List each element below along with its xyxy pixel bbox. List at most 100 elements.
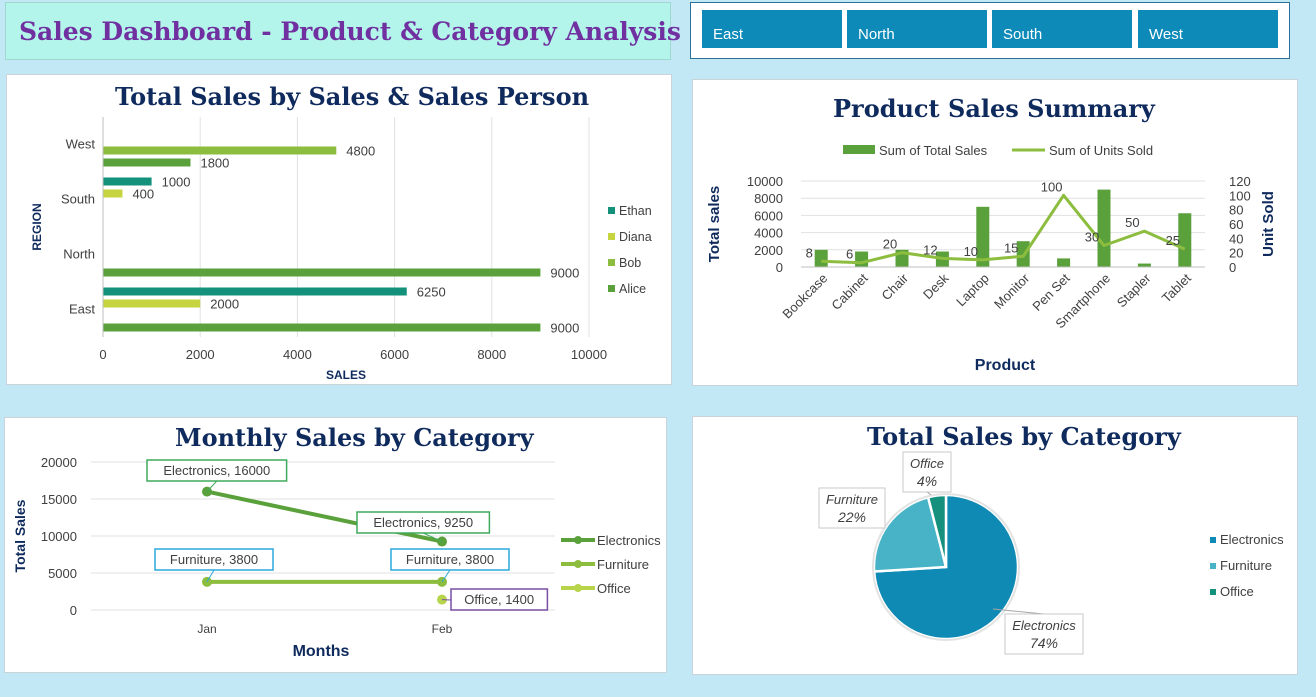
product-chart-panel: Product Sales Summary 0 2000 4000 6000 8000 1… (692, 79, 1298, 386)
product-sales-bar (814, 249, 828, 267)
data-label: Office, 1400 (464, 592, 534, 607)
y-tick-label: 10000 (747, 174, 783, 189)
data-label: 6 (846, 247, 853, 262)
x-tick-label: 6000 (380, 347, 409, 362)
y-tick-label: 5000 (48, 566, 77, 581)
data-label: Electronics, 9250 (373, 515, 473, 530)
product-combo-chart: 0200040006000800010000020406080100120Tot… (706, 143, 1277, 374)
legend-label: Office (597, 581, 631, 596)
label-leader (992, 608, 1045, 615)
bar-diana (103, 189, 123, 198)
data-label: 100 (1041, 179, 1063, 194)
dashboard-title: Sales Dashboard - Product & Category Ana… (19, 17, 681, 46)
sales-person-bar-chart: 0 2000 4000 6000 8000 10000 SALES REGION East 625… (30, 117, 652, 382)
x-tick-label: 8000 (477, 347, 506, 362)
slicer-item-south[interactable]: South (992, 10, 1132, 48)
legend-swatch (608, 285, 615, 292)
data-label: 1000 (162, 175, 191, 190)
data-label-name: Electronics (1012, 618, 1076, 633)
pie-slice-furniture (872, 495, 948, 573)
data-label-name: Office (910, 456, 944, 471)
legend-swatch (1210, 537, 1216, 543)
category-chart-panel: Total Sales by Category Electronics 74% Fu… (692, 416, 1298, 675)
product-sales-bar (1137, 263, 1151, 267)
x-axis-title: Months (293, 643, 350, 660)
slicer-item-west[interactable]: West (1138, 10, 1278, 48)
legend-swatch (608, 207, 615, 214)
y-axis-title: Total sales (706, 186, 723, 262)
y2-axis-title: Unit Sold (1260, 191, 1277, 257)
bar-ethan (103, 177, 152, 186)
label-leader (206, 569, 215, 583)
legend-label: Bob (619, 256, 641, 270)
label-leader (422, 532, 443, 543)
x-tick-label: 10000 (571, 347, 607, 362)
y2-tick-label: 60 (1229, 217, 1243, 232)
x-tick-label: Chair (879, 270, 912, 303)
slicer-item-east[interactable]: East (702, 10, 842, 48)
legend-label: Furniture (597, 557, 649, 572)
sales-person-chart-title: Total Sales by Sales & Sales Person (115, 82, 590, 111)
region-slicer: East North South West (690, 2, 1290, 59)
bar-ethan (103, 287, 407, 296)
data-label: 25 (1166, 233, 1180, 248)
x-tick-label: Monitor (991, 270, 1033, 312)
x-axis-title: Product (975, 357, 1036, 374)
monthly-line-chart: 0 5000 10000 15000 20000 Jan Feb Total Sales Mon… (12, 455, 661, 660)
x-tick-label: Desk (920, 270, 952, 302)
y-tick-label: 2000 (754, 243, 783, 258)
data-label-pct: 74% (1030, 635, 1058, 651)
data-label-box (450, 588, 549, 611)
legend-swatch (843, 145, 875, 154)
legend-swatch (608, 233, 615, 240)
legend-swatch (608, 259, 615, 266)
data-label-box (146, 459, 288, 482)
legend-marker (574, 584, 582, 592)
y-category-label: North (63, 247, 95, 262)
x-tick-label: Cabinet (828, 270, 871, 313)
monthly-chart-panel: Monthly Sales by Category 0 5000 10000 1500… (4, 417, 667, 673)
y2-tick-label: 120 (1229, 174, 1251, 189)
y-category-label: East (69, 302, 95, 317)
y-axis-title: Total Sales (12, 499, 28, 572)
y-category-label: South (61, 192, 95, 207)
pie-outline (872, 493, 1020, 641)
bar-alice (103, 268, 541, 277)
data-label: 4800 (346, 144, 375, 159)
data-label-name: Furniture (826, 492, 878, 507)
data-label: Furniture, 3800 (406, 552, 494, 567)
y-category-label: West (66, 137, 96, 152)
x-tick-label: 0 (99, 347, 106, 362)
product-sales-bar (1057, 258, 1071, 267)
x-tick-label: Feb (432, 622, 453, 636)
legend-label: Diana (619, 230, 652, 244)
legend-label: Electronics (597, 533, 661, 548)
y-tick-label: 20000 (41, 455, 77, 470)
data-label: 400 (132, 187, 154, 202)
data-label: 15 (1004, 240, 1018, 255)
product-sales-bar (855, 251, 869, 267)
sales-person-chart-panel: Total Sales by Sales & Sales Person 0 200… (6, 74, 672, 385)
y-tick-label: 6000 (754, 208, 783, 223)
data-label: Furniture, 3800 (170, 552, 258, 567)
x-tick-label: Tablet (1159, 270, 1194, 305)
product-sales-bar (976, 206, 990, 267)
y2-tick-label: 0 (1229, 260, 1236, 275)
dashboard-title-bar: Sales Dashboard - Product & Category Ana… (5, 2, 681, 60)
x-tick-label: Bookcase (779, 271, 830, 322)
data-label-box (818, 487, 886, 529)
legend-swatch (1210, 589, 1216, 595)
category-chart-title: Total Sales by Category (867, 422, 1181, 451)
x-tick-label: 2000 (186, 347, 215, 362)
y-tick-label: 10000 (41, 529, 77, 544)
bar-diana (103, 299, 201, 308)
data-label: Electronics, 16000 (163, 463, 270, 478)
legend-label: Furniture (1220, 558, 1272, 573)
data-label: 50 (1125, 215, 1139, 230)
slicer-item-north[interactable]: North (847, 10, 987, 48)
data-label: 2000 (210, 297, 239, 312)
label-leader (206, 480, 218, 492)
y-tick-label: 15000 (41, 492, 77, 507)
y-tick-label: 0 (70, 603, 77, 618)
data-label: 8 (806, 245, 813, 260)
